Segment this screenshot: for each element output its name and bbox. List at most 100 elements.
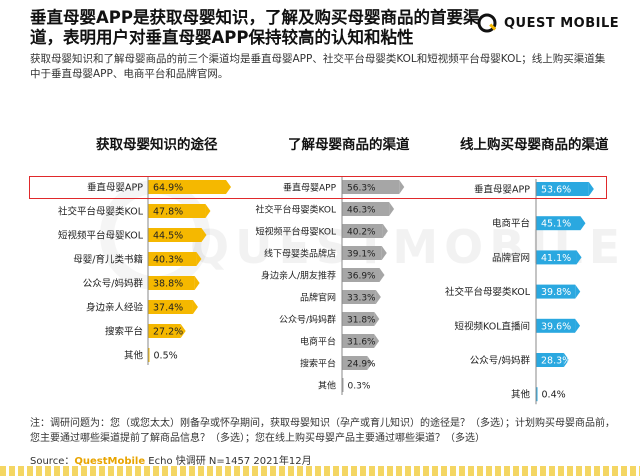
category-label: 社交平台母婴类KOL: [255, 204, 336, 216]
category-label: 其他: [318, 380, 336, 392]
bar: [342, 334, 375, 348]
value-label: 41.1%: [541, 253, 571, 264]
bar-tip: [367, 356, 373, 370]
bar: [342, 378, 344, 392]
value-label: 56.3%: [347, 184, 376, 194]
category-label: 品牌官网: [300, 292, 336, 304]
category-label: 社交平台母婴类KOL: [445, 286, 531, 298]
chart-title-learn: 了解母婴商品的渠道: [288, 137, 410, 153]
bar-tip: [588, 182, 594, 196]
bar-tip: [201, 228, 207, 242]
value-label: 33.3%: [347, 294, 376, 304]
bar: [342, 224, 383, 238]
bar: [536, 182, 589, 196]
bar: [536, 284, 576, 299]
bar-tip: [575, 284, 581, 299]
bar-tip: [192, 300, 198, 314]
bar-tip: [580, 216, 586, 231]
category-label: 搜索平台: [105, 326, 143, 338]
value-label: 53.6%: [541, 185, 571, 196]
category-label: 垂直母婴APP: [87, 182, 143, 194]
category-label: 公众号/妈妈群: [279, 314, 336, 326]
value-label: 36.9%: [347, 272, 376, 282]
footnote: 注：调研问题为：您（或您太太）刚备孕或怀孕期间，获取母婴知识（孕产或育儿知识）的…: [30, 418, 615, 444]
bar: [342, 290, 376, 304]
category-label: 垂直母婴APP: [474, 184, 530, 196]
bar-tip: [205, 204, 211, 218]
highlight-box: [29, 176, 607, 199]
bar: [148, 180, 226, 194]
source-line: Source：QuestMobile Echo 快调研 N=1457 2021年…: [30, 452, 312, 467]
source-prefix: Source：: [30, 456, 75, 467]
page-title: 垂直母婴APP是获取母婴知识，了解及购买母婴商品的首要渠道，表明用户对垂直母婴A…: [30, 8, 480, 47]
bar: [148, 324, 181, 338]
bar-tip: [226, 180, 231, 194]
bar-tip: [180, 324, 186, 338]
category-label: 垂直母婴APP: [283, 182, 337, 194]
value-label: 45.1%: [541, 219, 571, 230]
page-subtitle: 获取母婴知识和了解母婴商品的前三个渠道均是垂直母婴APP、社交平台母婴类KOL和…: [30, 53, 606, 80]
bar: [342, 180, 400, 194]
bar: [536, 387, 538, 402]
value-label: 37.4%: [153, 303, 183, 314]
bar-tip: [575, 318, 581, 333]
bar-tip: [379, 268, 385, 282]
category-label: 母婴/育儿类书籍: [73, 254, 143, 266]
chart-purchase: 垂直母婴APP 53.6% 电商平台 45.1% 品牌官网 41.1% 社交平台母婴类KOL…: [445, 179, 594, 405]
bar: [148, 204, 206, 218]
category-label: 身边亲人经验: [86, 302, 144, 314]
bar-tip: [399, 180, 405, 194]
value-label: 27.2%: [153, 327, 183, 338]
bar: [148, 300, 193, 314]
category-label: 短视频KOL直播间: [455, 320, 530, 332]
bar-tip: [563, 353, 569, 367]
value-label: 39.8%: [541, 287, 571, 298]
chart-learn: 垂直母婴APP 56.3% 社交平台母婴类KOL 46.3% 短视频平台母婴KOL 40.…: [255, 177, 405, 395]
value-label: 28.3%: [541, 356, 571, 367]
category-label: 线下母婴类品牌店: [264, 248, 336, 260]
bar-tip: [196, 252, 202, 266]
category-label: 短视频平台母婴KOL: [255, 226, 336, 238]
category-label: 短视频平台母婴KOL: [58, 230, 144, 242]
questmobile-logo-icon: [477, 13, 497, 33]
bar: [342, 246, 382, 260]
value-label: 64.9%: [153, 183, 183, 194]
bar: [536, 216, 581, 231]
value-label: 47.8%: [153, 207, 183, 218]
category-label: 搜索平台: [300, 358, 336, 370]
category-label: 电商平台: [492, 218, 530, 230]
bar-tip: [389, 202, 395, 216]
logo-text: QUEST MOBILE: [504, 15, 620, 31]
brand-logo: QUEST MOBILE: [476, 10, 619, 36]
value-label: 38.8%: [153, 279, 183, 290]
value-label: 31.8%: [347, 316, 376, 326]
bar: [148, 252, 197, 266]
bar-tip: [374, 312, 380, 326]
chart-title-purchase: 线上购买母婴商品的渠道: [460, 137, 609, 153]
category-label: 品牌官网: [492, 252, 530, 264]
category-label: 电商平台: [300, 336, 336, 348]
bar: [342, 202, 390, 216]
category-label: 其他: [124, 350, 144, 362]
value-label: 40.2%: [347, 228, 376, 238]
value-label: 44.5%: [153, 231, 183, 242]
category-label: 社交平台母婴类KOL: [58, 206, 144, 218]
bar: [536, 318, 576, 333]
value-label: 39.1%: [347, 250, 376, 260]
category-label: 其他: [511, 389, 531, 401]
category-label: 公众号/妈妈群: [83, 278, 144, 290]
bar: [342, 312, 375, 326]
category-label: 身边亲人/朋友推荐: [261, 270, 336, 282]
bar: [342, 268, 380, 282]
value-label: 0.3%: [348, 382, 371, 392]
value-label: 31.6%: [347, 338, 376, 348]
bar-tip: [194, 276, 200, 290]
bar: [148, 228, 202, 242]
source-brand: QuestMobile: [74, 456, 146, 467]
source-detail: Echo 快调研 N=1457 2021年12月: [145, 456, 312, 467]
bar-tip: [381, 246, 387, 260]
category-label: 公众号/妈妈群: [470, 355, 531, 367]
bar-tip: [576, 250, 582, 265]
